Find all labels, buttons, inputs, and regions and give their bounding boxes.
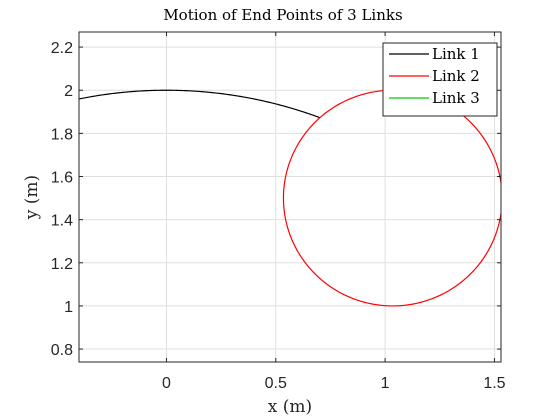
y-tick-label: 0.8 [51, 342, 73, 359]
chart-title: Motion of End Points of 3 Links [163, 6, 402, 24]
legend-label: Link 1 [432, 45, 480, 63]
x-tick-label: 0.5 [265, 375, 287, 392]
y-tick-label: 1.4 [51, 213, 73, 230]
x-tick-labels: 0 0.5 1 1.5 [162, 375, 506, 392]
x-tick-label: 0 [162, 375, 171, 392]
y-tick-label: 2.2 [51, 40, 73, 57]
legend: Link 1 Link 2 Link 3 [383, 43, 497, 116]
y-tick-label: 1.8 [51, 126, 73, 143]
y-tick-label: 1.6 [51, 170, 73, 187]
x-axis-label: x (m) [268, 397, 312, 417]
x-tick-label: 1.5 [483, 375, 505, 392]
y-tick-label: 2 [64, 83, 73, 100]
x-tick-label: 1 [381, 375, 390, 392]
y-tick-labels: 0.8 1 1.2 1.4 1.6 1.8 2 2.2 [51, 40, 73, 359]
y-tick-label: 1 [64, 299, 73, 316]
y-tick-label: 1.2 [51, 256, 73, 273]
legend-label: Link 3 [432, 89, 480, 107]
y-axis-label: y (m) [22, 175, 42, 220]
legend-label: Link 2 [432, 67, 480, 85]
